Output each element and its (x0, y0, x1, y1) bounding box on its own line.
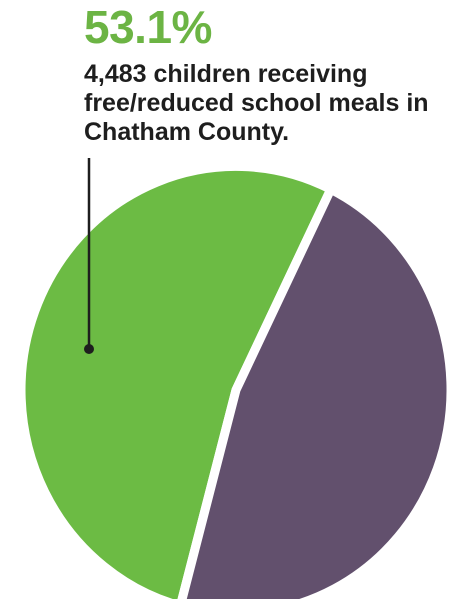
leader-dot (84, 344, 94, 354)
annotation-text: 4,483 children receiving free/reduced sc… (84, 60, 429, 146)
headline-percent: 53.1% (84, 1, 212, 53)
pie-slice-2 (177, 184, 456, 599)
pie-slice-1 (16, 161, 336, 599)
